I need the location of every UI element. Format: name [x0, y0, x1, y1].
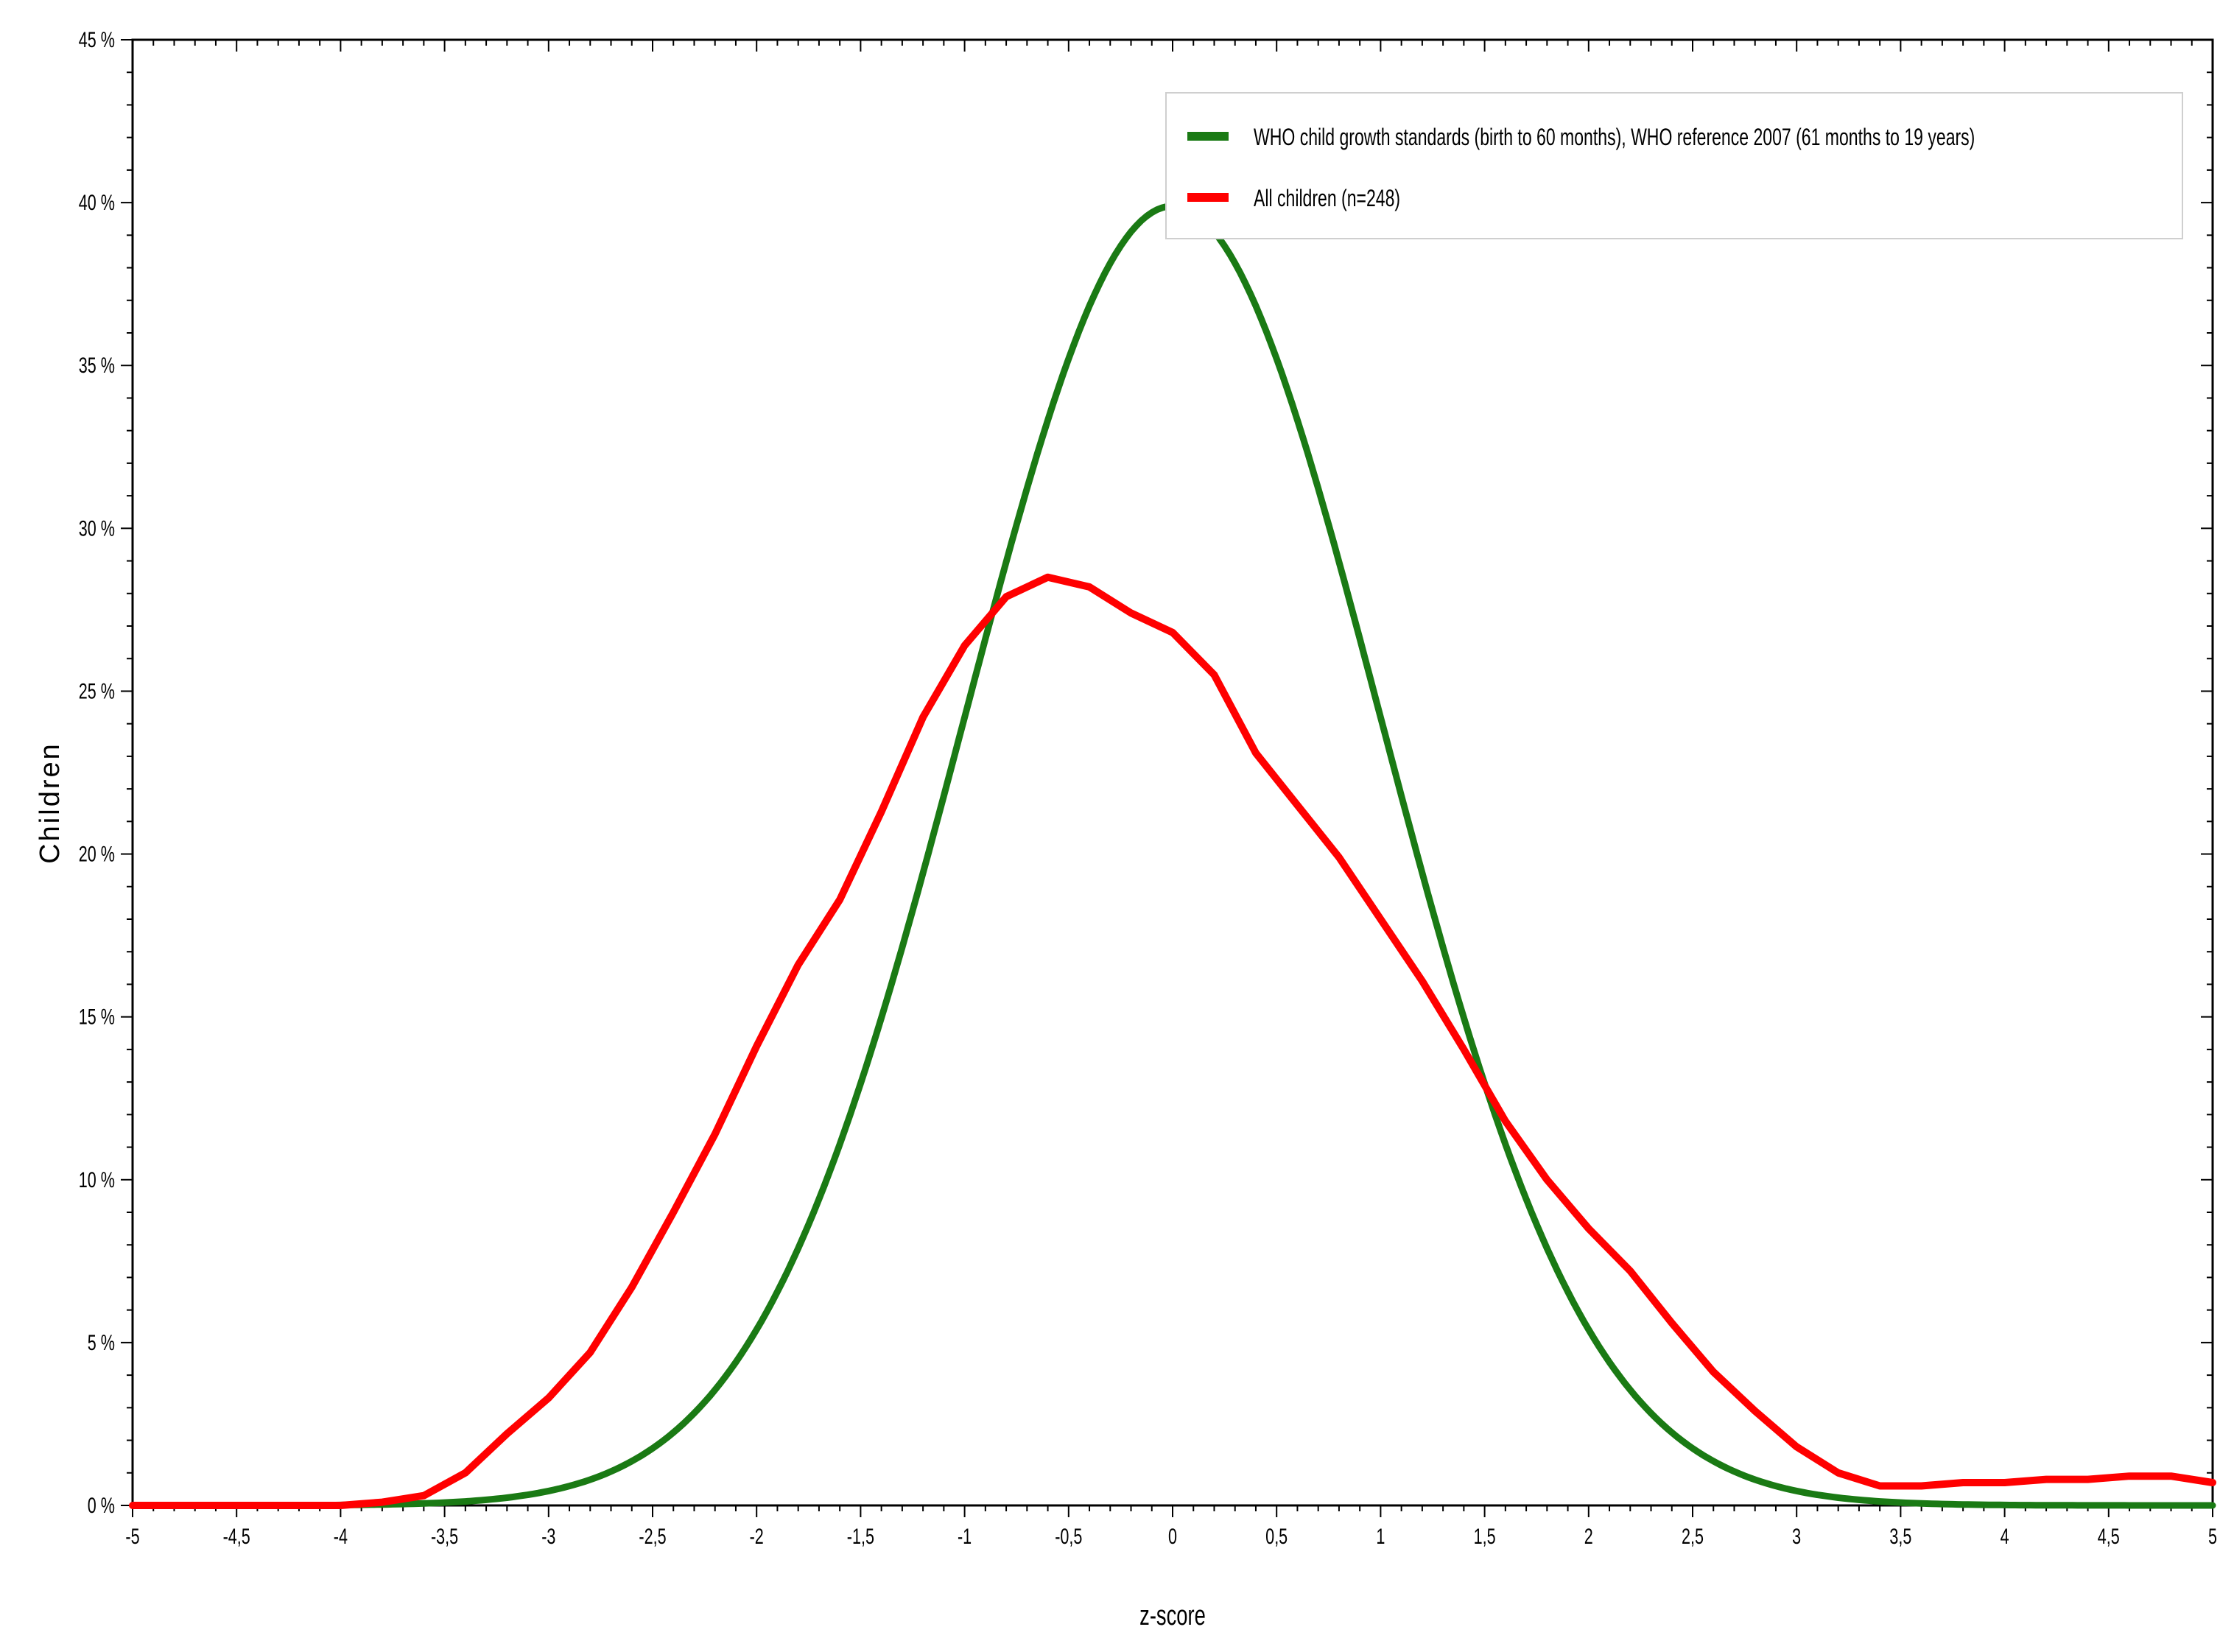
y-tick-label: 40 %	[79, 190, 115, 215]
legend-label-who: WHO child growth standards (birth to 60 …	[1254, 124, 1975, 150]
series-line-all-children	[129, 573, 2216, 1509]
y-tick-label: 15 %	[79, 1004, 115, 1029]
x-tick-label: -3,5	[431, 1523, 458, 1548]
x-tick-label: 3	[1792, 1523, 1801, 1548]
y-tick-label: 20 %	[79, 841, 115, 866]
x-tick-label: -4	[334, 1523, 348, 1548]
x-tick-label: 2,5	[1682, 1523, 1704, 1548]
x-tick-label: -3	[541, 1523, 555, 1548]
y-tick-label: 35 %	[79, 353, 115, 378]
plot-area	[131, 38, 2214, 1507]
x-axis-title: z-score	[1139, 1600, 1206, 1631]
x-tick-label: 0,5	[1265, 1523, 1288, 1548]
x-tick-label: -4,5	[223, 1523, 250, 1548]
legend-swatch-who	[1187, 132, 1229, 141]
x-tick-label: 2	[1584, 1523, 1593, 1548]
legend: WHO child growth standards (birth to 60 …	[1165, 92, 2183, 239]
y-tick-label: 30 %	[79, 516, 115, 541]
x-tick-label: 0	[1168, 1523, 1177, 1548]
x-tick-label: 1	[1376, 1523, 1385, 1548]
y-tick-label: 5 %	[88, 1329, 115, 1354]
x-axis-tick-labels: -5 -4,5 -4 -3,5 -3 -2,5 -2 -1,5 -1 -0,5 0 0,5 1 1,5 2 2…	[125, 1523, 2217, 1548]
x-tick-label: 3,5	[1889, 1523, 1911, 1548]
x-tick-label: -5	[125, 1523, 139, 1548]
x-tick-label: 4	[2001, 1523, 2009, 1548]
y-tick-label: 0 %	[88, 1492, 115, 1517]
x-tick-label: -2,5	[639, 1523, 666, 1548]
y-axis-title: Children	[35, 742, 66, 864]
legend-swatch-all-children	[1187, 193, 1229, 202]
y-tick-label: 25 %	[79, 678, 115, 703]
x-tick-label: 5	[2208, 1523, 2217, 1548]
x-tick-label: 1,5	[1474, 1523, 1496, 1548]
y-tick-label: 10 %	[79, 1167, 115, 1192]
y-tick-label: 45 %	[79, 27, 115, 52]
legend-label-all-children: All children (n=248)	[1254, 185, 1400, 211]
legend-box	[1165, 92, 2183, 239]
x-tick-label: -2	[750, 1523, 764, 1548]
x-tick-label: 4,5	[2098, 1523, 2120, 1548]
x-tick-label: -1	[958, 1523, 972, 1548]
y-axis-tick-labels: 0 % 5 % 10 % 15 % 20 % 25 % 30 % 35 % 40 % 45 %	[79, 27, 115, 1517]
x-tick-label: -0,5	[1055, 1523, 1082, 1548]
x-tick-label: -1,5	[847, 1523, 874, 1548]
